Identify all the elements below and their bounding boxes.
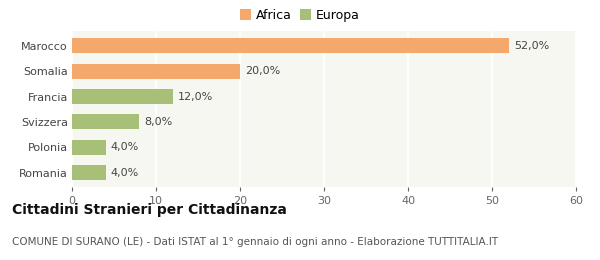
Text: 12,0%: 12,0%: [178, 92, 213, 102]
Text: 4,0%: 4,0%: [110, 142, 139, 152]
Text: 20,0%: 20,0%: [245, 66, 280, 76]
Text: 52,0%: 52,0%: [514, 41, 549, 51]
Bar: [72, 89, 173, 104]
Legend: Africa, Europa: Africa, Europa: [238, 6, 362, 24]
Text: COMUNE DI SURANO (LE) - Dati ISTAT al 1° gennaio di ogni anno - Elaborazione TUT: COMUNE DI SURANO (LE) - Dati ISTAT al 1°…: [12, 237, 498, 246]
Text: Cittadini Stranieri per Cittadinanza: Cittadini Stranieri per Cittadinanza: [12, 203, 287, 217]
Bar: [72, 165, 106, 180]
Bar: [72, 114, 139, 129]
Text: 4,0%: 4,0%: [110, 167, 139, 178]
Bar: [72, 140, 106, 155]
Text: 8,0%: 8,0%: [144, 117, 172, 127]
Bar: [72, 38, 509, 54]
Bar: [72, 64, 240, 79]
